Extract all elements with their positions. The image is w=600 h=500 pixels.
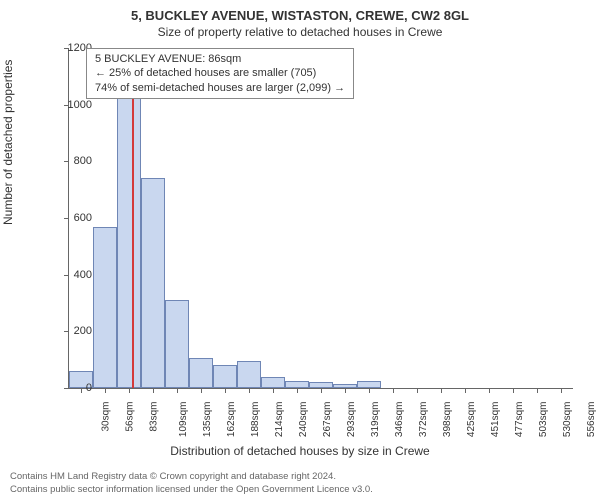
y-tick-label: 400 (52, 269, 92, 281)
x-tick-label: 214sqm (274, 402, 285, 438)
x-tick-mark (561, 388, 562, 393)
bar (93, 227, 117, 389)
x-tick-mark (369, 388, 370, 393)
y-axis-label: Number of detached properties (1, 60, 15, 225)
x-tick-label: 319sqm (370, 402, 381, 438)
x-tick-mark (129, 388, 130, 393)
x-axis-label: Distribution of detached houses by size … (0, 444, 600, 458)
x-tick-mark (273, 388, 274, 393)
x-tick-label: 135sqm (202, 402, 213, 438)
y-tick-label: 200 (52, 325, 92, 337)
x-tick-mark (465, 388, 466, 393)
footer-line2: Contains public sector information licen… (10, 484, 373, 496)
x-tick-mark (513, 388, 514, 393)
x-tick-label: 293sqm (346, 402, 357, 438)
bar (213, 365, 237, 388)
x-tick-mark (393, 388, 394, 393)
bar (237, 361, 261, 388)
x-tick-label: 477sqm (514, 402, 525, 438)
x-tick-label: 267sqm (322, 402, 333, 438)
x-tick-mark (297, 388, 298, 393)
x-tick-mark (177, 388, 178, 393)
x-tick-mark (153, 388, 154, 393)
x-tick-mark (249, 388, 250, 393)
x-tick-label: 503sqm (538, 402, 549, 438)
x-tick-label: 109sqm (178, 402, 189, 438)
x-tick-label: 240sqm (298, 402, 309, 438)
footer-line1: Contains HM Land Registry data © Crown c… (10, 471, 373, 483)
x-tick-mark (537, 388, 538, 393)
bar (189, 358, 213, 388)
y-tick-label: 600 (52, 212, 92, 224)
y-tick-label: 0 (52, 382, 92, 394)
x-tick-label: 556sqm (586, 402, 597, 438)
x-tick-label: 162sqm (226, 402, 237, 438)
bar (141, 178, 165, 388)
x-tick-label: 30sqm (101, 402, 112, 432)
x-tick-label: 425sqm (466, 402, 477, 438)
footer: Contains HM Land Registry data © Crown c… (10, 471, 373, 496)
x-tick-mark (105, 388, 106, 393)
x-tick-label: 530sqm (562, 402, 573, 438)
x-tick-mark (201, 388, 202, 393)
x-tick-label: 398sqm (442, 402, 453, 438)
x-tick-label: 451sqm (490, 402, 501, 438)
y-tick-label: 1000 (52, 99, 92, 111)
x-tick-label: 83sqm (149, 402, 160, 432)
bar (357, 381, 381, 388)
x-tick-mark (345, 388, 346, 393)
annotation-line2: ← 25% of detached houses are smaller (70… (95, 66, 345, 80)
y-tick-label: 800 (52, 155, 92, 167)
annotation-line1: 5 BUCKLEY AVENUE: 86sqm (95, 52, 345, 66)
bar (117, 88, 141, 388)
x-tick-mark (417, 388, 418, 393)
x-tick-label: 56sqm (125, 402, 136, 432)
chart-area (68, 48, 573, 389)
annotation-line3: 74% of semi-detached houses are larger (… (95, 81, 345, 95)
bar (261, 377, 285, 388)
page-title: 5, BUCKLEY AVENUE, WISTASTON, CREWE, CW2… (0, 0, 600, 23)
bar (165, 300, 189, 388)
x-tick-mark (441, 388, 442, 393)
x-tick-mark (321, 388, 322, 393)
annotation-box: 5 BUCKLEY AVENUE: 86sqm ← 25% of detache… (86, 48, 354, 99)
bar (285, 381, 309, 388)
x-tick-mark (225, 388, 226, 393)
x-tick-label: 346sqm (394, 402, 405, 438)
marker-line (132, 48, 134, 388)
x-tick-mark (489, 388, 490, 393)
x-tick-label: 372sqm (418, 402, 429, 438)
x-tick-label: 188sqm (250, 402, 261, 438)
